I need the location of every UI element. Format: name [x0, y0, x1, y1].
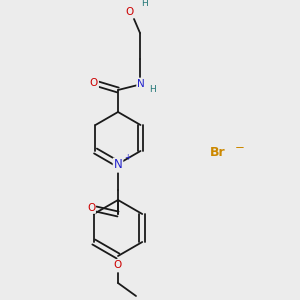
Text: N: N: [137, 79, 145, 89]
Text: −: −: [235, 142, 245, 154]
Text: H: H: [141, 0, 147, 8]
Text: N: N: [114, 158, 122, 172]
Text: +: +: [124, 152, 130, 161]
Text: O: O: [114, 260, 122, 270]
Text: O: O: [87, 203, 95, 213]
Text: H: H: [148, 85, 155, 94]
Text: O: O: [125, 7, 133, 17]
Text: Br: Br: [210, 146, 226, 158]
Text: O: O: [90, 78, 98, 88]
